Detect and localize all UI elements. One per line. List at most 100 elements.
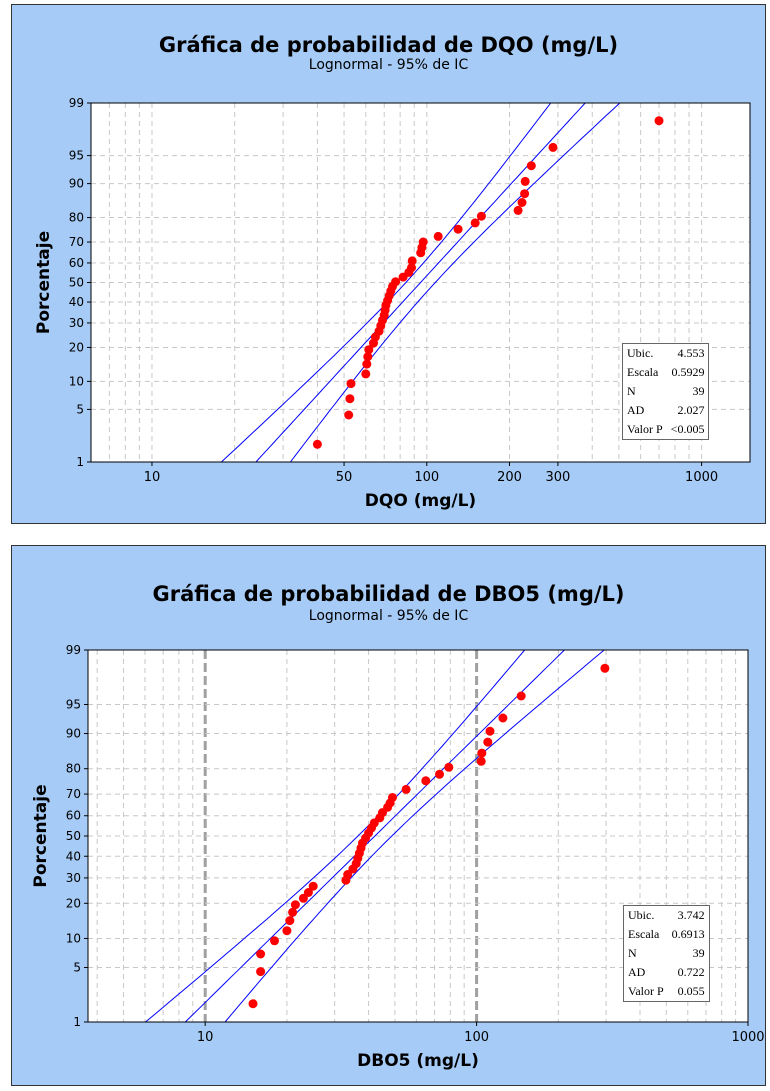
x-tick-label: 200 xyxy=(497,470,522,485)
data-point xyxy=(401,784,411,794)
x-axis-label: DQO (mg/L) xyxy=(365,491,476,511)
data-point xyxy=(282,926,292,936)
fit-line xyxy=(255,103,586,462)
data-point xyxy=(520,189,530,199)
stats-label: Escala xyxy=(627,365,659,379)
data-point xyxy=(477,748,487,758)
data-point xyxy=(520,176,530,186)
ci-upper-line xyxy=(220,103,552,462)
data-point xyxy=(470,218,480,228)
y-tick-label: 60 xyxy=(66,809,81,823)
stats-row: N 39 xyxy=(623,382,708,401)
stats-label: Ubic. xyxy=(627,346,654,360)
stats-value: 39 xyxy=(692,946,705,960)
stats-label: Valor P xyxy=(628,984,664,998)
data-point xyxy=(290,900,300,910)
y-tick-label: 99 xyxy=(66,643,81,657)
y-tick-label: 90 xyxy=(69,177,84,191)
stats-label: Valor P xyxy=(627,422,663,436)
fit-lines xyxy=(220,103,621,462)
x-tick-label: 50 xyxy=(336,470,353,485)
y-tick-label: 80 xyxy=(69,211,84,225)
ci-upper-line xyxy=(144,650,526,1022)
y-tick-label: 1 xyxy=(73,1015,81,1029)
data-point xyxy=(517,198,527,207)
chart-subtitle: Lognormal - 95% de IC xyxy=(308,57,469,73)
stats-value: <0.005 xyxy=(670,422,705,436)
y-tick-label: 90 xyxy=(66,727,81,741)
data-point xyxy=(453,224,463,234)
data-point xyxy=(483,737,493,747)
y-tick-label: 40 xyxy=(69,295,84,309)
stats-value: 2.027 xyxy=(677,403,705,417)
y-tick-label: 30 xyxy=(69,316,84,330)
stats-label: N xyxy=(627,384,636,398)
y-tick-label: 70 xyxy=(69,235,84,249)
y-tick-label: 60 xyxy=(69,256,84,270)
y-tick-label: 30 xyxy=(66,871,81,885)
stats-value: 39 xyxy=(692,384,705,398)
data-point xyxy=(391,277,401,287)
stats-label: Escala xyxy=(628,927,660,941)
data-point xyxy=(421,776,431,786)
stats-label: AD xyxy=(627,403,645,417)
data-point xyxy=(362,359,372,369)
chart-title: Gráfica de probabilidad de DQO (mg/L) xyxy=(158,33,619,57)
data-point xyxy=(435,769,444,779)
x-tick-label: 1000 xyxy=(685,470,718,485)
stats-row: N 39 xyxy=(624,944,709,963)
data-point xyxy=(407,256,417,266)
stats-box: Ubic. 3.742 Escala 0.6913 N 39 AD 0.722 Valo… xyxy=(623,905,710,1002)
y-axis-label: Porcentaje xyxy=(34,231,54,334)
fit-line xyxy=(184,650,566,1022)
stats-row: Ubic. 4.553 xyxy=(623,344,708,363)
stats-row: Escala 0.5929 xyxy=(623,363,708,382)
data-point xyxy=(346,379,356,389)
y-tick-label: 40 xyxy=(66,849,81,863)
x-tick-label: 100 xyxy=(414,470,439,485)
stats-row: Escala 0.6913 xyxy=(624,925,709,944)
data-point xyxy=(248,999,258,1009)
stats-value: 3.742 xyxy=(677,908,705,922)
y-tick-label: 99 xyxy=(69,96,84,110)
stats-box: Ubic. 4.553 Escala 0.5929 N 39 AD 2.027 Valo… xyxy=(622,343,710,440)
data-point xyxy=(288,907,298,917)
stats-value: 0.722 xyxy=(677,965,705,979)
chart-panel-dbo5: Gráfica de probabilidad de DBO5 (mg/L) L… xyxy=(11,545,766,1086)
data-point xyxy=(388,793,397,802)
data-point xyxy=(516,691,526,701)
data-point xyxy=(476,211,486,221)
y-tick-label: 95 xyxy=(66,697,81,711)
data-point xyxy=(444,762,454,772)
data-point xyxy=(476,756,486,766)
chart-title: Gráfica de probabilidad de DBO5 (mg/L) xyxy=(152,582,625,606)
y-tick-label: 50 xyxy=(69,276,84,290)
data-point xyxy=(513,205,523,215)
x-tick-label: 300 xyxy=(545,470,570,485)
data-points xyxy=(248,663,610,1009)
data-point xyxy=(364,345,374,355)
data-point xyxy=(308,881,318,891)
data-point xyxy=(498,713,508,723)
stats-row: Valor P <0.005 xyxy=(623,420,708,439)
stats-value: 4.553 xyxy=(677,346,705,360)
fit-lines xyxy=(144,650,605,1022)
y-tick-label: 10 xyxy=(69,374,84,388)
data-point xyxy=(312,439,322,449)
data-point xyxy=(363,352,373,362)
stats-value: 0.055 xyxy=(677,984,705,998)
stats-value: 0.5929 xyxy=(671,365,705,379)
data-point xyxy=(270,936,279,946)
x-axis-label: DBO5 (mg/L) xyxy=(357,1051,479,1071)
data-point xyxy=(256,949,266,959)
x-tick-label: 1000 xyxy=(731,1030,764,1045)
data-point xyxy=(285,916,295,926)
x-tick-label: 100 xyxy=(464,1030,489,1045)
y-tick-label: 20 xyxy=(66,896,81,910)
chart-panel-dqo: Gráfica de probabilidad de DQO (mg/L) Lo… xyxy=(11,4,766,524)
stats-row: Valor P 0.055 xyxy=(624,982,709,1001)
y-axis-label: Porcentaje xyxy=(31,784,51,887)
y-tick-label: 70 xyxy=(66,787,81,801)
data-point xyxy=(433,231,443,241)
data-point xyxy=(344,410,354,420)
